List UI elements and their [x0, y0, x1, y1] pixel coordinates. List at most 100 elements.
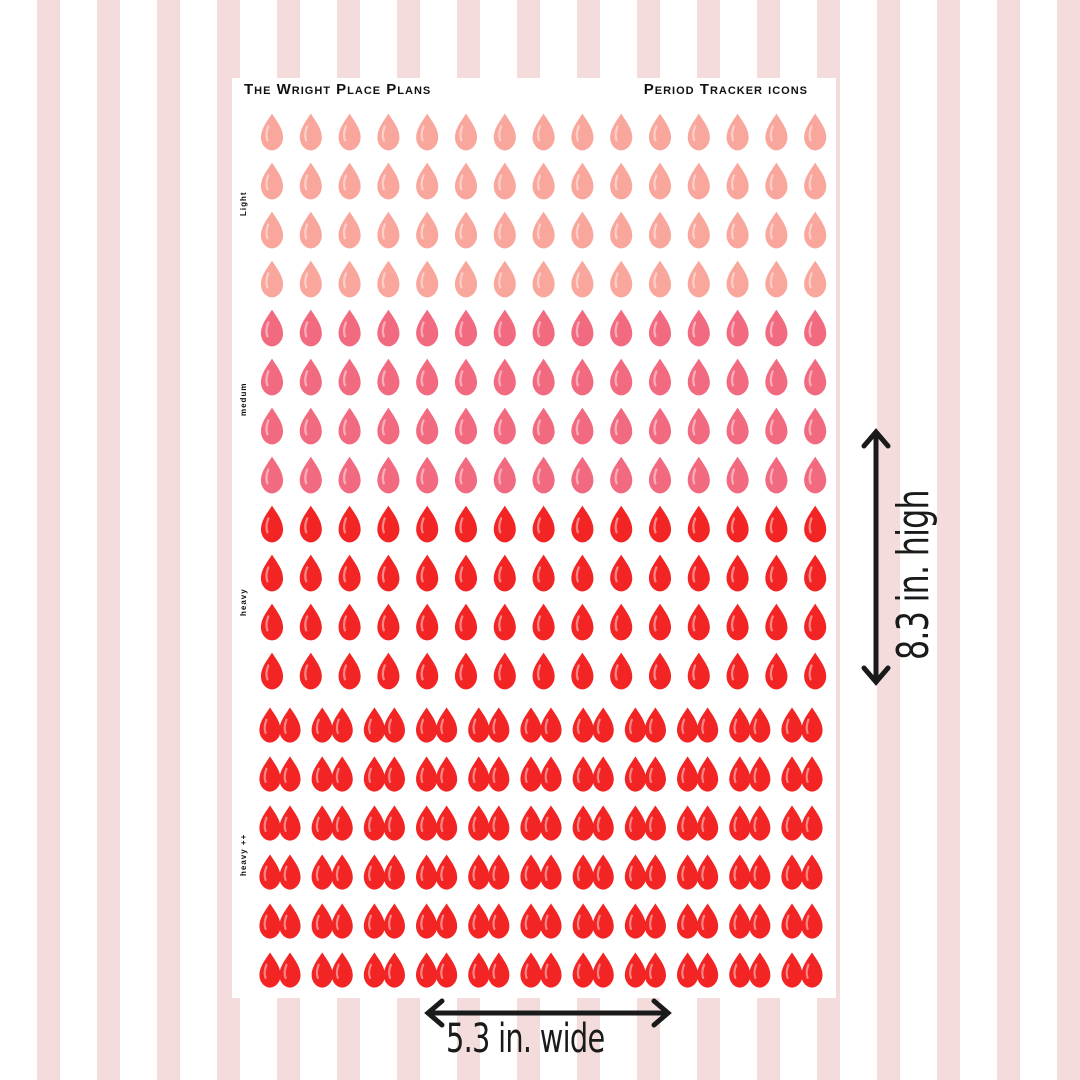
blood-drop-icon [338, 162, 361, 200]
blood-drop-icon [781, 707, 803, 743]
blood-drop-icon [260, 505, 284, 543]
blood-drop-icon [677, 756, 699, 792]
blood-drop-icon [610, 505, 633, 543]
blood-drop-icon [644, 903, 666, 939]
blood-drop-icon [540, 854, 562, 890]
blood-drop-icon [436, 903, 458, 939]
blood-drop-icon [687, 554, 710, 592]
blood-drop-icon [726, 554, 749, 592]
blood-drop-icon [572, 903, 594, 939]
blood-drop-icon [610, 407, 633, 445]
blood-drop-icon [726, 456, 749, 494]
blood-drop-icon [781, 805, 803, 841]
blood-drop-icon [363, 952, 385, 988]
blood-drop-icon [677, 903, 699, 939]
blood-drop-icon [610, 211, 633, 249]
blood-drop-icon [804, 260, 827, 298]
blood-drop-icon [765, 309, 788, 347]
blood-drop-icon [532, 260, 555, 298]
blood-drop-icon [416, 260, 439, 298]
blood-drop-icon [726, 358, 749, 396]
blood-drop-icon [260, 652, 284, 690]
blood-drop-icon [532, 211, 555, 249]
blood-drop-icon [648, 456, 672, 494]
blood-drop-icon [383, 707, 405, 743]
blood-drop-icon [279, 903, 301, 939]
blood-drop-icon [299, 113, 322, 151]
blood-drop-icon [801, 952, 823, 988]
blood-drop-icon [726, 652, 749, 690]
blood-drop-icon [436, 756, 458, 792]
blood-drop-icon [532, 554, 555, 592]
blood-drop-icon [804, 113, 827, 151]
blood-drop-icon [331, 756, 353, 792]
blood-drop-icon [416, 162, 439, 200]
blood-drop-icon [677, 805, 699, 841]
blood-drop-icon [311, 854, 333, 890]
blood-drop-icon [532, 309, 555, 347]
blood-drop-icon [801, 756, 823, 792]
blood-drop-icon [493, 113, 516, 151]
blood-drop-icon [279, 952, 301, 988]
blood-drop-icon [687, 309, 710, 347]
blood-drop-icon [726, 603, 749, 641]
blood-drop-icon [299, 407, 322, 445]
blood-drop-icon [801, 854, 823, 890]
blood-drop-icon [571, 652, 594, 690]
blood-drop-icon [416, 554, 439, 592]
blood-drop-icon [338, 652, 361, 690]
blood-drop-icon [416, 358, 439, 396]
blood-drop-icon [687, 162, 710, 200]
blood-drop-icon [687, 358, 710, 396]
blood-drop-icon [259, 952, 281, 988]
blood-drop-icon [416, 652, 439, 690]
blood-drop-icon [468, 952, 490, 988]
blood-drop-icon [338, 113, 361, 151]
blood-drop-icon [532, 407, 555, 445]
blood-drop-icon [610, 260, 633, 298]
blood-drop-icon [260, 113, 284, 151]
blood-drop-icon [765, 162, 788, 200]
blood-drop-icon [610, 603, 633, 641]
blood-drop-icon [749, 903, 771, 939]
blood-drop-icon [687, 505, 710, 543]
blood-drop-icon [416, 309, 439, 347]
blood-drop-icon [804, 554, 827, 592]
blood-drop-icon [648, 603, 672, 641]
blood-drop-icon [259, 707, 281, 743]
blood-drop-icon [610, 113, 633, 151]
blood-drop-icon [363, 805, 385, 841]
blood-drop-icon [540, 805, 562, 841]
blood-drop-icon [610, 358, 633, 396]
blood-drop-icon [493, 652, 516, 690]
blood-drop-icon [571, 309, 594, 347]
blood-drop-icon [520, 756, 542, 792]
blood-drop-icon [493, 456, 516, 494]
blood-drop-icon [804, 358, 827, 396]
blood-drop-icon [571, 407, 594, 445]
blood-drop-icon [416, 505, 439, 543]
blood-drop-icon [592, 756, 614, 792]
blood-drop-icon [377, 652, 400, 690]
blood-drop-icon [338, 358, 361, 396]
blood-drop-icon [571, 113, 594, 151]
blood-drop-icon [532, 652, 555, 690]
blood-drop-icon [644, 805, 666, 841]
blood-drop-icon [804, 309, 827, 347]
blood-drop-icon [749, 854, 771, 890]
blood-drop-icon [677, 854, 699, 890]
blood-drop-icon [532, 358, 555, 396]
blood-drop-icon [648, 260, 672, 298]
blood-drop-icon [454, 260, 478, 298]
blood-drop-icon [726, 211, 749, 249]
blood-drop-icon [279, 707, 301, 743]
blood-drop-icon [493, 309, 516, 347]
blood-drop-icon [416, 211, 439, 249]
blood-drop-icon [468, 903, 490, 939]
blood-drop-icon [260, 358, 284, 396]
blood-drop-icon [801, 805, 823, 841]
blood-drop-icon [532, 505, 555, 543]
blood-drop-icon [338, 211, 361, 249]
blood-drop-icon [520, 805, 542, 841]
blood-drop-icon [299, 358, 322, 396]
